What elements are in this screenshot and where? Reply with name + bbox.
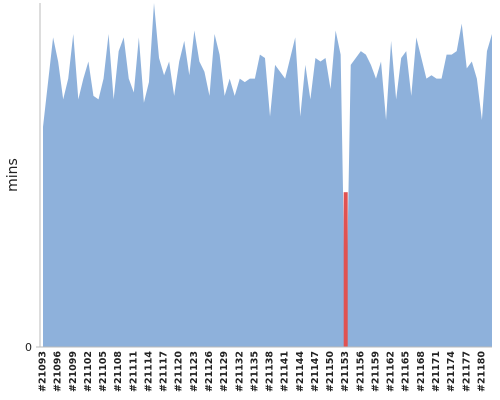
x-tick-label: #21135 <box>249 351 260 392</box>
x-tick-label: #21162 <box>386 351 397 392</box>
x-tick-label: #21126 <box>204 351 215 392</box>
y-axis-label: mins <box>5 158 21 192</box>
x-tick-label: #21105 <box>98 351 109 392</box>
x-tick-label: #21129 <box>219 351 230 392</box>
x-tick-label: #21093 <box>38 351 49 392</box>
x-tick-label: #21117 <box>159 351 170 392</box>
x-tick-label: #21171 <box>431 351 442 392</box>
x-tick-label: #21138 <box>265 351 276 392</box>
x-tick-label: #21153 <box>340 351 351 392</box>
x-tick-label: #21156 <box>355 351 366 392</box>
x-tick-label: #21165 <box>401 351 412 392</box>
x-tick-label: #21111 <box>128 351 139 392</box>
failed-bar <box>343 192 348 347</box>
x-tick-label: #21168 <box>416 351 427 392</box>
x-tick-label: #21114 <box>143 351 154 392</box>
x-tick-label: #21096 <box>53 351 64 392</box>
area <box>43 3 492 347</box>
x-tick-label: #21159 <box>370 351 381 392</box>
x-tick-label: #21174 <box>446 351 457 392</box>
x-tick-label: #21177 <box>461 351 472 392</box>
x-tick-label: #21144 <box>295 351 306 392</box>
x-tick-label: #21108 <box>113 351 124 392</box>
x-tick-label: #21150 <box>325 351 336 392</box>
x-tick-label: #21180 <box>476 351 487 392</box>
x-tick-label: #21123 <box>189 351 200 392</box>
x-tick-label: #21132 <box>234 351 245 392</box>
x-tick-label: #21141 <box>280 351 291 392</box>
x-tick-label: #21120 <box>174 351 185 392</box>
x-tick-label: #21099 <box>68 351 79 392</box>
y-tick-label: 0 <box>25 341 32 354</box>
x-tick-label: #21102 <box>83 351 94 392</box>
x-tick-label: #21147 <box>310 351 321 392</box>
